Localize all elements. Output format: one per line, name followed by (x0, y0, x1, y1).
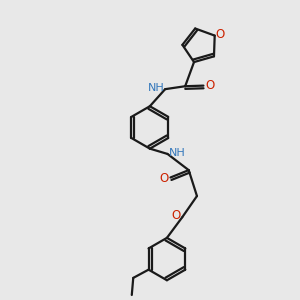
Text: NH: NH (169, 148, 186, 158)
Text: NH: NH (148, 83, 165, 93)
Text: O: O (205, 79, 214, 92)
Text: O: O (159, 172, 168, 184)
Text: O: O (171, 209, 180, 222)
Text: O: O (215, 28, 225, 40)
